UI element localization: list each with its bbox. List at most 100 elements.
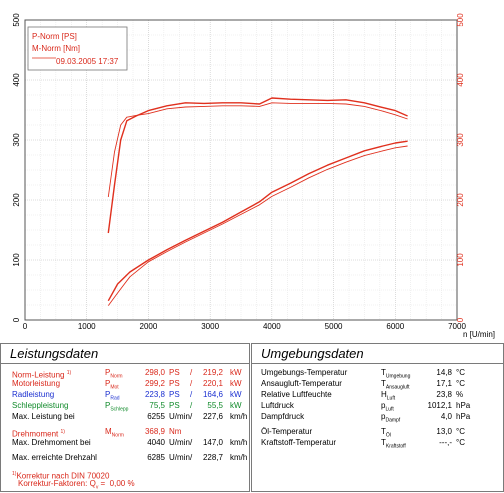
label: Dampfdruck	[261, 412, 305, 421]
value: 4,0	[440, 412, 452, 421]
separator: /	[190, 401, 193, 410]
value: 17,1	[436, 379, 452, 388]
symbol-letter: P	[105, 368, 111, 377]
y-axis-right-ticks: 0 100 200 300 400 500	[456, 13, 465, 322]
y-tick-label-right: 400	[456, 73, 465, 87]
power-torque-chart: 0 1000 2000 3000 4000 5000 6000 7000 0 100 200 300…	[12, 13, 495, 339]
label: Relative Luftfeuchte	[261, 390, 332, 399]
symbol: PRad	[105, 390, 120, 404]
symbol-letter: P	[105, 401, 111, 410]
value-speed: 227,6	[202, 412, 223, 421]
x-axis-ticks: 0 1000 2000 3000 4000 5000 6000 7000	[23, 322, 467, 331]
footnote-mark: 1)	[66, 370, 72, 376]
y-tick-label-right: 0	[456, 317, 465, 322]
symbol: MNorm	[105, 427, 124, 441]
symbol: pLuft	[381, 401, 394, 415]
value-rpm: 6285	[147, 453, 165, 462]
label: Max. Leistung bei	[12, 412, 75, 421]
separator: /	[190, 390, 193, 399]
label: Schleppleistung	[12, 401, 69, 410]
symbol-letter: T	[381, 368, 386, 377]
x-tick-label: 7000	[448, 322, 466, 331]
row-luftdruck: Luftdruck pLuft 1012,1 hPa	[252, 401, 504, 413]
value-kw: 55,5	[207, 401, 223, 410]
symbol-letter: P	[105, 390, 111, 399]
label: Max. Drehmoment bei	[12, 438, 91, 447]
unit: °C	[456, 368, 465, 377]
unit: %	[456, 390, 464, 399]
symbol: HLuft	[381, 390, 395, 404]
unit: °C	[456, 427, 465, 436]
legend-entry-date: 09.03.2005 17:37	[56, 57, 119, 66]
unit-speed: km/h	[230, 453, 248, 462]
unit-rpm: U/min	[169, 453, 190, 462]
series-line-3	[107, 102, 408, 198]
symbol: TÖl	[381, 427, 391, 441]
label: Umgebungs-Temperatur	[261, 368, 348, 377]
symbol: TAnsaugluft	[381, 379, 410, 393]
y-tick-label-left: 0	[12, 317, 21, 322]
symbol-letter: T	[381, 427, 386, 436]
umgebungsdaten-title: Umgebungsdaten	[252, 344, 503, 364]
umgebungsdaten-panel: Umgebungsdaten Umgebungs-Temperatur TUmg…	[251, 343, 504, 492]
row-umgebungs-temperatur: Umgebungs-Temperatur TUmgebung 14,8 °C	[252, 368, 504, 380]
unit-kw: kW	[230, 390, 242, 399]
row-drehmoment: Drehmoment 1) MNorm 368,9 Nm	[1, 427, 251, 440]
symbol: PMot	[105, 379, 119, 393]
value-rpm: 6255	[147, 412, 165, 421]
value-speed: 228,7	[202, 453, 223, 462]
y-tick-label-left: 500	[12, 13, 21, 27]
unit-speed: km/h	[230, 438, 248, 447]
symbol-sub: Schlepp	[110, 406, 129, 413]
y-tick-label-left: 300	[12, 133, 21, 147]
x-axis-label: n [U/min]	[463, 330, 495, 339]
separator: /	[190, 438, 193, 447]
label: Luftdruck	[261, 401, 294, 410]
unit-ps: PS	[169, 401, 180, 410]
unit-kw: kW	[230, 368, 242, 377]
unit: hPa	[456, 401, 471, 410]
unit-kw: kW	[230, 379, 242, 388]
legend-entry-power: P-Norm [PS]	[32, 32, 77, 41]
value: 13,0	[436, 427, 452, 436]
value: ---,-	[439, 438, 452, 447]
unit-nm: Nm	[169, 427, 182, 436]
leistungsdaten-title: Leistungsdaten	[1, 344, 249, 364]
symbol-letter: p	[381, 401, 386, 410]
x-tick-label: 5000	[325, 322, 343, 331]
series-line-0	[107, 140, 408, 302]
x-tick-label: 2000	[140, 322, 158, 331]
unit-ps: PS	[169, 390, 180, 399]
row-max-leistung: Max. Leistung bei 6255 U/min / 227,6 km/…	[1, 412, 251, 422]
y-tick-label-right: 500	[456, 13, 465, 27]
row-dampfdruck: Dampfdruck pDampf 4,0 hPa	[252, 412, 504, 424]
y-axis-left-ticks: 0 100 200 300 400 500	[12, 13, 21, 322]
series-line-2	[107, 97, 408, 234]
symbol-sub: Norm	[111, 432, 124, 439]
row-kraftstoff-temperatur: Kraftstoff-Temperatur TKraftstoff ---,- …	[252, 438, 504, 450]
legend-entry-torque: M-Norm [Nm]	[32, 44, 80, 53]
factor-value: 0,00 %	[109, 479, 135, 488]
symbol-sub: Umgebung	[385, 373, 411, 380]
y-tick-label-left: 200	[12, 193, 21, 207]
symbol: TUmgebung	[381, 368, 410, 382]
label-text: Norm-Leistung	[12, 370, 65, 380]
value-ps: 75,5	[149, 401, 165, 410]
value: 14,8	[436, 368, 452, 377]
label: Max. erreichte Drehzahl	[12, 453, 97, 462]
value-rpm: 4040	[147, 438, 165, 447]
y-tick-label-right: 100	[456, 253, 465, 267]
leistungsdaten-panel: Leistungsdaten Norm-Leistung 1) PNorm 29…	[0, 343, 250, 492]
y-tick-label-left: 400	[12, 73, 21, 87]
label: Radleistung	[12, 390, 55, 399]
row-oel-temperatur: Öl-Temperatur TÖl 13,0 °C	[252, 427, 504, 439]
value-ps: 298,0	[144, 368, 165, 377]
unit: °C	[456, 379, 465, 388]
label: Drehmoment 1)	[12, 427, 65, 440]
symbol-letter: T	[381, 379, 386, 388]
row-ansaugluft-temperatur: Ansaugluft-Temperatur TAnsaugluft 17,1 °…	[252, 379, 504, 391]
label: Norm-Leistung 1)	[12, 368, 71, 381]
series-line-1	[107, 145, 408, 306]
separator: /	[190, 453, 193, 462]
row-norm-leistung: Norm-Leistung 1) PNorm 298,0 PS / 219,2 …	[1, 368, 251, 381]
